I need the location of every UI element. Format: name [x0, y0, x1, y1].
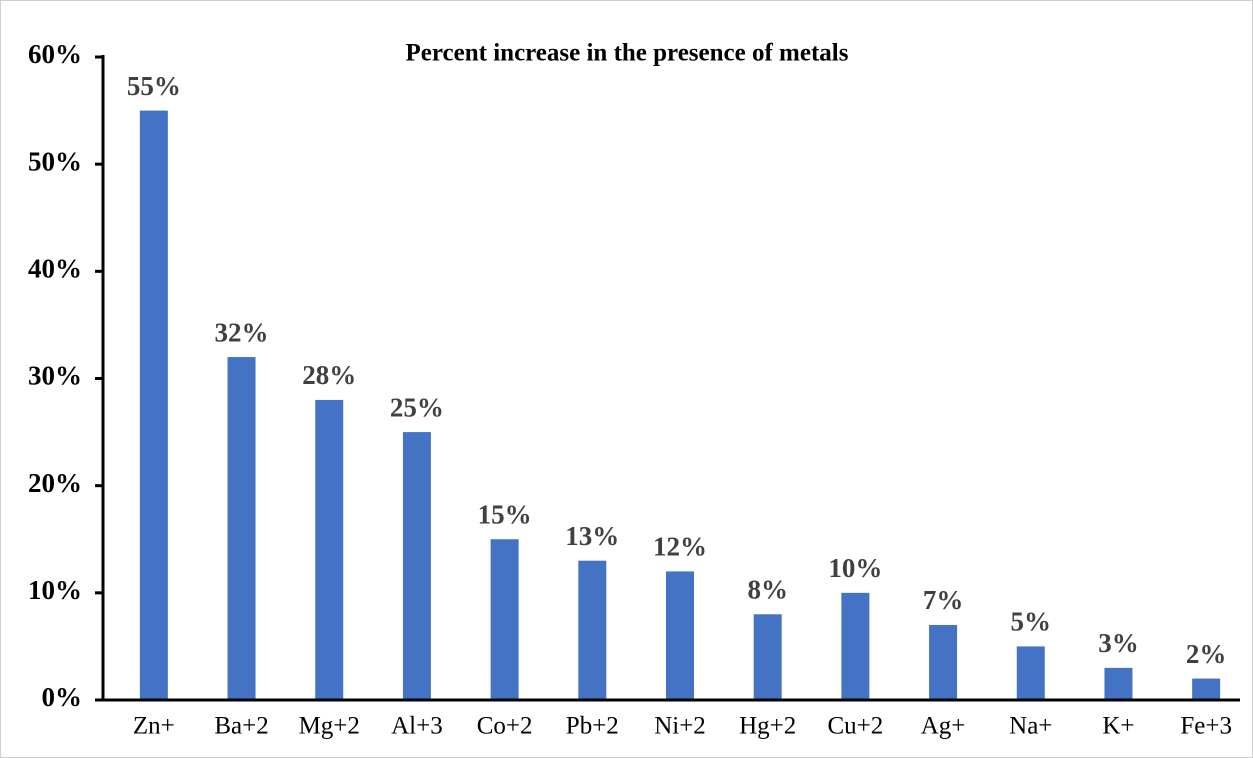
- x-tick-label: Ag+: [921, 713, 966, 740]
- bar: [402, 432, 431, 700]
- y-tick-label: 10%: [28, 575, 82, 605]
- data-label: 28%: [302, 360, 356, 390]
- x-tick-label: Fe+3: [1180, 713, 1232, 740]
- x-tick-label: Ba+2: [214, 713, 268, 740]
- y-tick-label: 60%: [28, 39, 82, 69]
- x-tick-label: Al+3: [391, 713, 443, 740]
- x-tick-label: Mg+2: [299, 713, 360, 740]
- x-tick-label: K+: [1102, 713, 1134, 740]
- bar: [578, 560, 607, 700]
- data-label: 2%: [1186, 639, 1227, 669]
- bar: [1016, 646, 1045, 700]
- y-tick-label: 0%: [42, 682, 83, 712]
- x-tick-label: Na+: [1009, 713, 1052, 740]
- bar: [753, 614, 782, 700]
- bar: [929, 624, 958, 700]
- bar: [1104, 667, 1133, 700]
- x-tick-label: Co+2: [477, 713, 533, 740]
- data-label: 10%: [828, 553, 882, 583]
- y-tick-label: 20%: [28, 468, 82, 498]
- data-label: 7%: [923, 585, 964, 615]
- data-label: 32%: [215, 317, 269, 347]
- data-label: 25%: [390, 392, 444, 422]
- x-tick-label: Cu+2: [827, 713, 883, 740]
- y-tick-label: 40%: [28, 254, 82, 284]
- bar: [227, 357, 256, 700]
- bar: [315, 399, 344, 700]
- data-label: 5%: [1011, 607, 1052, 637]
- x-tick-label: Zn+: [133, 713, 175, 740]
- data-label: 55%: [127, 71, 181, 101]
- chart-title: Percent increase in the presence of meta…: [406, 40, 849, 67]
- bar: [490, 539, 519, 700]
- bar: [1192, 678, 1221, 700]
- x-tick-label: Ni+2: [654, 713, 706, 740]
- data-label: 13%: [565, 521, 619, 551]
- x-tick-label: Hg+2: [739, 713, 796, 740]
- data-label: 12%: [653, 532, 707, 562]
- bar: [139, 110, 168, 701]
- data-label: 3%: [1098, 628, 1139, 658]
- y-tick-label: 30%: [28, 361, 82, 391]
- bar: [666, 571, 694, 700]
- data-label: 8%: [747, 574, 788, 604]
- data-label: 15%: [478, 499, 532, 529]
- x-tick-label: Pb+2: [566, 713, 619, 740]
- y-tick-label: 50%: [28, 146, 82, 176]
- bar: [841, 592, 870, 700]
